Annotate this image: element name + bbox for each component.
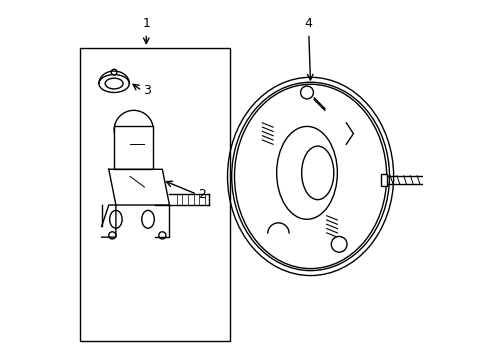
Text: 2: 2 xyxy=(198,188,205,201)
Circle shape xyxy=(111,69,117,75)
Circle shape xyxy=(114,111,153,150)
Circle shape xyxy=(108,232,116,239)
Circle shape xyxy=(159,232,165,239)
Ellipse shape xyxy=(234,84,386,269)
Bar xyxy=(80,48,230,341)
Circle shape xyxy=(331,237,346,252)
Bar xyxy=(381,174,386,186)
Text: 1: 1 xyxy=(142,17,150,30)
Ellipse shape xyxy=(99,75,129,93)
Circle shape xyxy=(300,86,313,99)
Ellipse shape xyxy=(109,210,122,228)
Text: 3: 3 xyxy=(142,84,150,97)
Ellipse shape xyxy=(142,210,154,228)
Text: 4: 4 xyxy=(304,17,312,30)
Bar xyxy=(114,126,153,169)
